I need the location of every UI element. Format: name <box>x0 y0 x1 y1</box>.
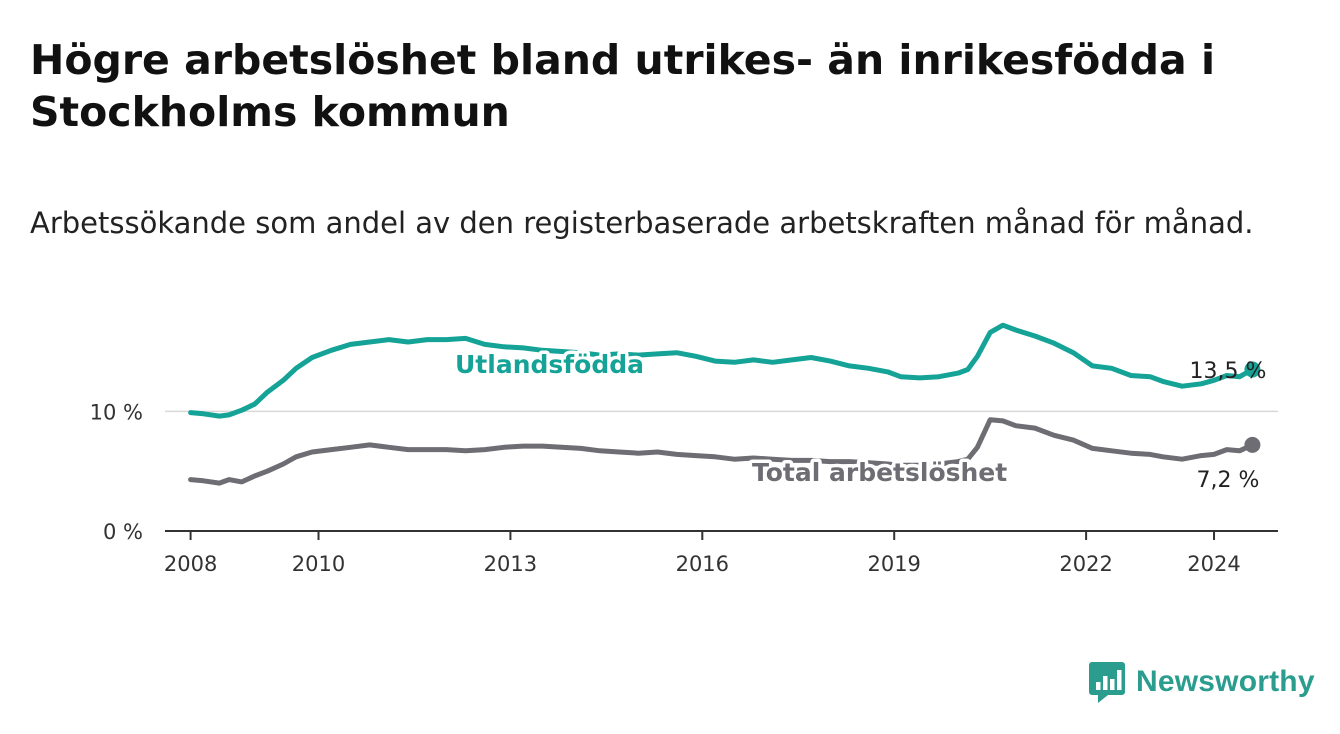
x-tick-label: 2008 <box>164 552 217 576</box>
brand-name: Newsworthy <box>1136 665 1315 698</box>
series-label-total: Total arbetslöshet <box>752 458 1007 487</box>
chart-logo-icon <box>1089 662 1125 703</box>
series-lines <box>188 322 1261 486</box>
newsworthy-logo: Newsworthy <box>1088 660 1315 704</box>
series-end-point <box>1244 361 1261 378</box>
end-value-label-total: 7,2 % <box>1197 468 1260 493</box>
series-label-utlandsfodda: Utlandsfödda <box>455 350 644 379</box>
x-tick-label: 2024 <box>1187 552 1240 576</box>
series-line-utlandsfodda <box>188 322 1255 419</box>
series-end-point <box>1244 436 1261 453</box>
x-tick-label: 2022 <box>1059 552 1112 576</box>
end-value-label-utlandsfodda: 13,5 % <box>1190 359 1267 384</box>
x-tick-label: 2013 <box>484 552 537 576</box>
labels: Utlandsfödda Total arbetslöshet 13,5 % 7,2 … <box>452 347 1267 494</box>
x-tick-label: 2019 <box>867 552 920 576</box>
series-line-total <box>188 417 1255 486</box>
y-tick-label: 10 % <box>90 400 143 424</box>
x-tick-label: 2010 <box>292 552 345 576</box>
axes: 0 % 10 % 2008 2010 2013 2016 2019 2022 2024 <box>90 400 1278 576</box>
chart-subtitle: Arbetssökande som andel av den registerb… <box>30 206 1254 240</box>
x-tick-label: 2016 <box>676 552 729 576</box>
y-tick-label: 0 % <box>103 520 143 544</box>
chart-title: Högre arbetslöshet bland utrikes- än inr… <box>30 36 1215 136</box>
